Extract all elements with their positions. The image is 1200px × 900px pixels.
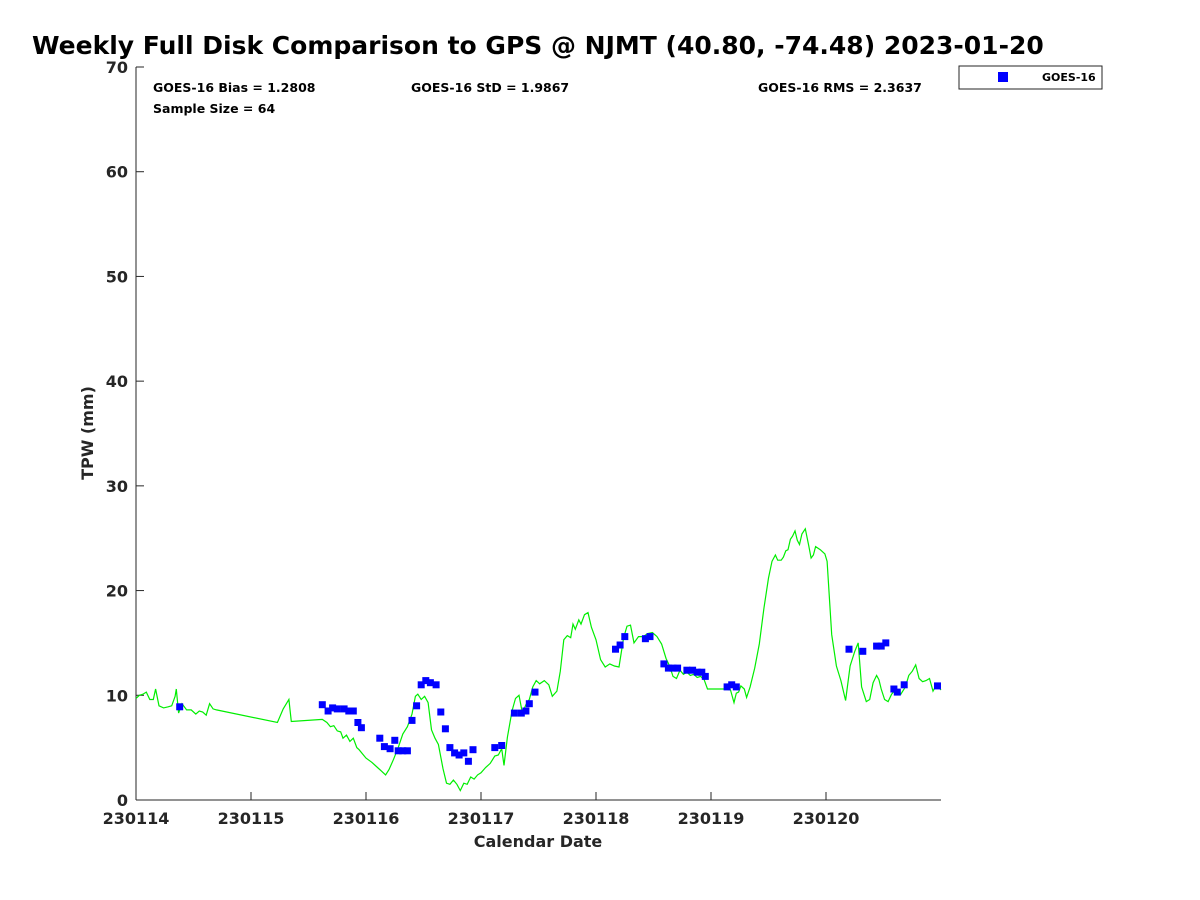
goes-point (689, 666, 697, 674)
goes-point (641, 635, 649, 643)
goes-point (324, 707, 332, 715)
legend: GOES-16 (958, 65, 1103, 90)
goes-point (408, 716, 416, 724)
goes-point (674, 664, 682, 672)
goes-point (357, 724, 365, 732)
goes-point (491, 744, 499, 752)
goes-point (664, 664, 672, 672)
goes-point (934, 682, 941, 690)
x-tick-label: 230116 (333, 809, 400, 828)
goes-point (701, 672, 709, 680)
goes-point (683, 666, 691, 674)
goes-point (882, 639, 890, 647)
goes-point (723, 683, 731, 691)
goes-point (349, 707, 357, 715)
goes-point (728, 681, 736, 689)
legend-box (958, 65, 1103, 90)
x-tick-label: 230117 (448, 809, 515, 828)
goes-point (399, 747, 407, 755)
goes-point (386, 745, 394, 753)
goes-point (464, 757, 472, 765)
y-tick-label: 0 (117, 791, 128, 810)
goes-point (517, 709, 525, 717)
goes-point (422, 677, 430, 685)
x-ticks: 230114 230115 230116 230117 230118 230119 2301… (103, 792, 860, 828)
y-axis-label: TPW (mm) (78, 386, 97, 480)
legend-marker-goes (998, 72, 1008, 82)
goes-point (698, 668, 706, 676)
goes-point (460, 749, 468, 757)
goes-point (176, 703, 184, 711)
goes-point (451, 749, 459, 757)
x-axis-label: Calendar Date (474, 832, 603, 851)
goes-point (354, 719, 362, 726)
x-tick-label: 230120 (793, 809, 860, 828)
std-stat: GOES-16 StD = 1.9867 (411, 80, 569, 95)
goes-point (329, 704, 337, 712)
goes-point (893, 688, 901, 696)
goes-point (859, 647, 867, 655)
goes-point (621, 633, 629, 641)
goes-point (345, 707, 353, 715)
goes-point (693, 668, 701, 676)
x-tick-label: 230118 (563, 809, 630, 828)
x-tick-label: 230119 (678, 809, 745, 828)
goes-point (522, 707, 530, 715)
goes-point (413, 702, 421, 710)
bias-stat: GOES-16 Bias = 1.2808 (153, 80, 315, 95)
goes-point (403, 747, 411, 755)
legend-label-goes: GOES-16 (1042, 71, 1096, 84)
chart-title: Weekly Full Disk Comparison to GPS @ NJM… (32, 31, 1044, 60)
goes-point (376, 734, 384, 742)
y-tick-label: 20 (106, 582, 128, 601)
goes-point (340, 705, 348, 713)
y-tick-label: 30 (106, 477, 128, 496)
goes-point (498, 742, 506, 749)
y-tick-label: 10 (106, 686, 128, 705)
y-tick-label: 70 (106, 58, 128, 77)
x-tick-label: 230114 (103, 809, 170, 828)
goes-point (441, 725, 449, 733)
goes-point (318, 701, 326, 709)
goes-point (900, 681, 908, 689)
y-tick-label: 60 (106, 163, 128, 182)
y-tick-label: 40 (106, 372, 128, 391)
goes-point (432, 681, 440, 689)
goes-point (525, 700, 533, 708)
goes-point (417, 681, 425, 689)
rms-stat: GOES-16 RMS = 2.3637 (758, 80, 922, 95)
goes-point (446, 744, 454, 752)
goes-point (394, 747, 402, 755)
goes-point (845, 645, 853, 653)
goes-point (391, 736, 399, 744)
goes-point (646, 633, 654, 641)
goes-point (437, 708, 445, 716)
gps-line (135, 527, 942, 792)
goes-point (660, 660, 668, 668)
goes-point (455, 751, 463, 759)
plot-area (136, 67, 941, 800)
x-tick-label: 230115 (218, 809, 285, 828)
goes-point (669, 664, 677, 672)
goes-point (426, 679, 434, 687)
goes-series (176, 633, 941, 765)
goes-point (380, 743, 388, 751)
y-tick-label: 50 (106, 267, 128, 286)
goes-point (877, 642, 885, 650)
goes-point (873, 642, 881, 650)
gps-series (135, 527, 942, 792)
goes-point (732, 683, 740, 691)
goes-point (469, 746, 477, 754)
goes-point (333, 705, 341, 713)
goes-point (531, 688, 539, 696)
goes-point (612, 645, 619, 653)
sample-size-stat: Sample Size = 64 (153, 101, 275, 116)
y-ticks: 0 10 20 30 40 50 60 70 (106, 58, 144, 810)
goes-point (616, 641, 624, 649)
goes-point (510, 709, 518, 717)
